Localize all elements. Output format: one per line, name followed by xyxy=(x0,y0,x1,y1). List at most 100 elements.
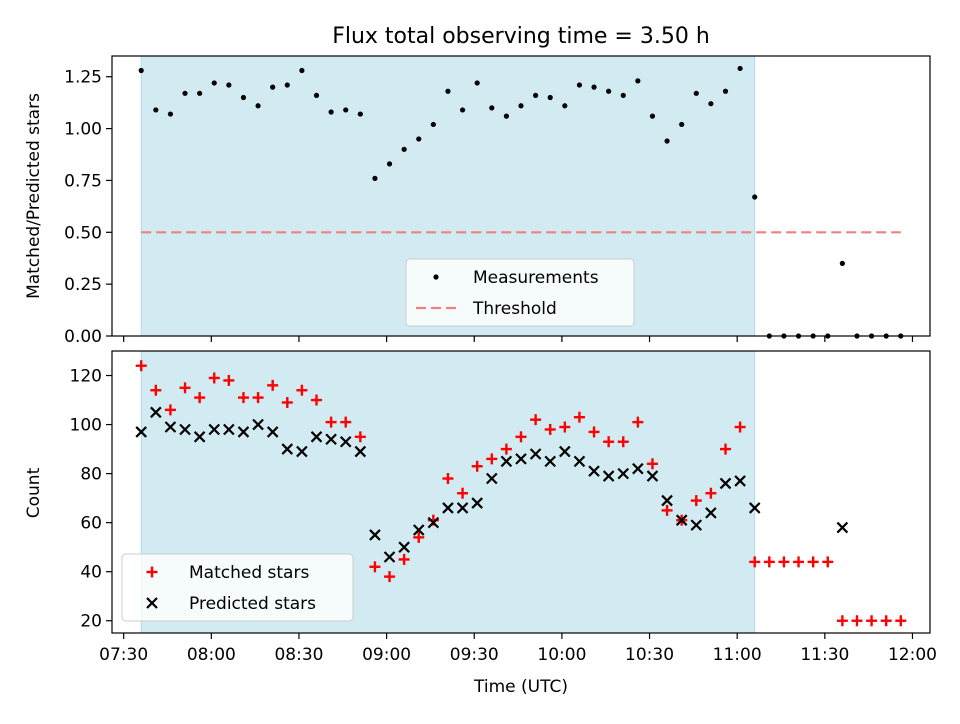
bottom-data-point-b xyxy=(310,431,323,443)
top-data-point xyxy=(240,94,247,101)
bottom-data-point xyxy=(384,571,396,583)
bottom-data-point-b xyxy=(661,494,673,507)
bottom-data-point-b xyxy=(252,418,264,431)
bottom-data-point xyxy=(705,507,717,519)
bottom-data-point-b xyxy=(690,519,703,531)
bottom-data-point xyxy=(281,443,294,455)
bottom-data-point xyxy=(661,494,673,507)
bottom-axes-frame xyxy=(111,350,931,634)
bottom-data-point xyxy=(559,445,571,458)
bottom-data-point-b xyxy=(544,455,556,468)
top-data-point xyxy=(211,80,217,86)
bottom-xtick-label: 08:30 xyxy=(274,645,323,665)
bottom-xtick-label: 10:30 xyxy=(625,645,674,665)
bottom-data-point-b xyxy=(208,423,221,436)
bottom-data-point xyxy=(793,556,805,568)
bottom-data-point-b xyxy=(266,426,279,438)
bottom-data-point xyxy=(646,470,659,482)
bottom-ytick-label: 40 xyxy=(80,563,102,583)
bottom-data-point-b xyxy=(573,455,586,468)
bottom-data-point xyxy=(383,551,396,563)
top-data-point xyxy=(708,101,714,107)
top-data-point xyxy=(591,84,597,90)
bottom-data-point xyxy=(720,443,731,455)
bottom-data-point xyxy=(705,487,717,499)
bottom-data-point-b xyxy=(559,445,571,458)
bottom-data-point-b xyxy=(442,502,454,514)
bottom-data-point xyxy=(354,445,367,458)
top-data-point xyxy=(284,82,290,88)
top-data-point xyxy=(386,161,393,167)
bottom-data-point xyxy=(369,529,381,541)
top-data-point xyxy=(518,103,524,109)
top-data-point xyxy=(445,88,451,94)
x-axis-label: Time (UTC) xyxy=(473,677,568,697)
bottom-data-point xyxy=(690,495,702,507)
bottom-data-point-b xyxy=(486,472,498,485)
bottom-data-point xyxy=(748,502,761,514)
top-data-point xyxy=(722,88,729,94)
top-ytick-label: 1.00 xyxy=(64,120,102,140)
top-ytick-label: 0.75 xyxy=(64,171,102,191)
bottom-data-point-b xyxy=(339,435,352,448)
bottom-data-point xyxy=(617,436,629,448)
bottom-data-point xyxy=(325,433,337,446)
top-data-point xyxy=(401,146,407,152)
bottom-data-point-b xyxy=(354,445,367,458)
bottom-data-point xyxy=(573,455,586,468)
bottom-data-point xyxy=(719,477,732,490)
bottom-data-point xyxy=(354,431,366,443)
bottom-data-point xyxy=(734,421,746,433)
bottom-ytick-label: 80 xyxy=(80,465,102,485)
bottom-data-point xyxy=(150,406,162,419)
top-data-point xyxy=(752,194,758,200)
bottom-data-point xyxy=(369,561,381,573)
bottom-data-point xyxy=(486,453,498,465)
bottom-data-point xyxy=(164,421,177,433)
bottom-data-point xyxy=(266,426,279,438)
bottom-data-point xyxy=(150,384,162,396)
top-data-point xyxy=(226,82,232,88)
bottom-data-point xyxy=(471,497,483,509)
bottom-data-point-b xyxy=(529,448,542,460)
bottom-data-point xyxy=(223,423,235,436)
top-data-point xyxy=(328,109,334,115)
bottom-data-point xyxy=(836,521,849,534)
top-data-point xyxy=(562,103,568,109)
bottom-xtick-label: 09:00 xyxy=(362,645,411,665)
bottom-xtick-label: 09:30 xyxy=(450,645,499,665)
bottom-data-point-b xyxy=(179,423,191,436)
bottom-data-point-b xyxy=(705,507,717,519)
top-ytick-label: 0.25 xyxy=(64,275,102,295)
bottom-data-point xyxy=(135,360,147,372)
bottom-data-point xyxy=(632,462,644,475)
bottom-xtick-label: 10:00 xyxy=(537,645,586,665)
bottom-data-point xyxy=(398,553,410,565)
top-data-point xyxy=(357,111,363,117)
top-data-point xyxy=(620,92,626,99)
bottom-data-point-b xyxy=(588,465,600,477)
bottom-data-point xyxy=(734,475,746,487)
bottom-data-point xyxy=(588,465,600,477)
bottom-data-point-b xyxy=(325,433,337,446)
bottom-data-point-b xyxy=(237,426,250,438)
top-data-point xyxy=(649,113,656,119)
bottom-data-point xyxy=(223,374,235,386)
bottom-data-point xyxy=(661,504,673,516)
bottom-legend-label: Matched stars xyxy=(189,563,309,583)
bottom-data-point xyxy=(632,416,644,428)
chart-title: Flux total observing time = 3.50 h xyxy=(332,24,710,49)
bottom-data-point xyxy=(749,556,761,568)
top-legend-swatch xyxy=(433,274,439,280)
bottom-data-point xyxy=(559,421,571,433)
top-data-point xyxy=(693,90,699,96)
bottom-data-point-b xyxy=(150,406,162,419)
top-ytick-label: 1.25 xyxy=(64,68,102,88)
bottom-data-point xyxy=(194,392,206,404)
bottom-xtick-label: 12:00 xyxy=(888,645,937,665)
bottom-data-point-b xyxy=(164,421,177,433)
top-data-point xyxy=(270,84,276,90)
bottom-data-point-b xyxy=(602,470,615,482)
top-data-point xyxy=(153,107,159,113)
